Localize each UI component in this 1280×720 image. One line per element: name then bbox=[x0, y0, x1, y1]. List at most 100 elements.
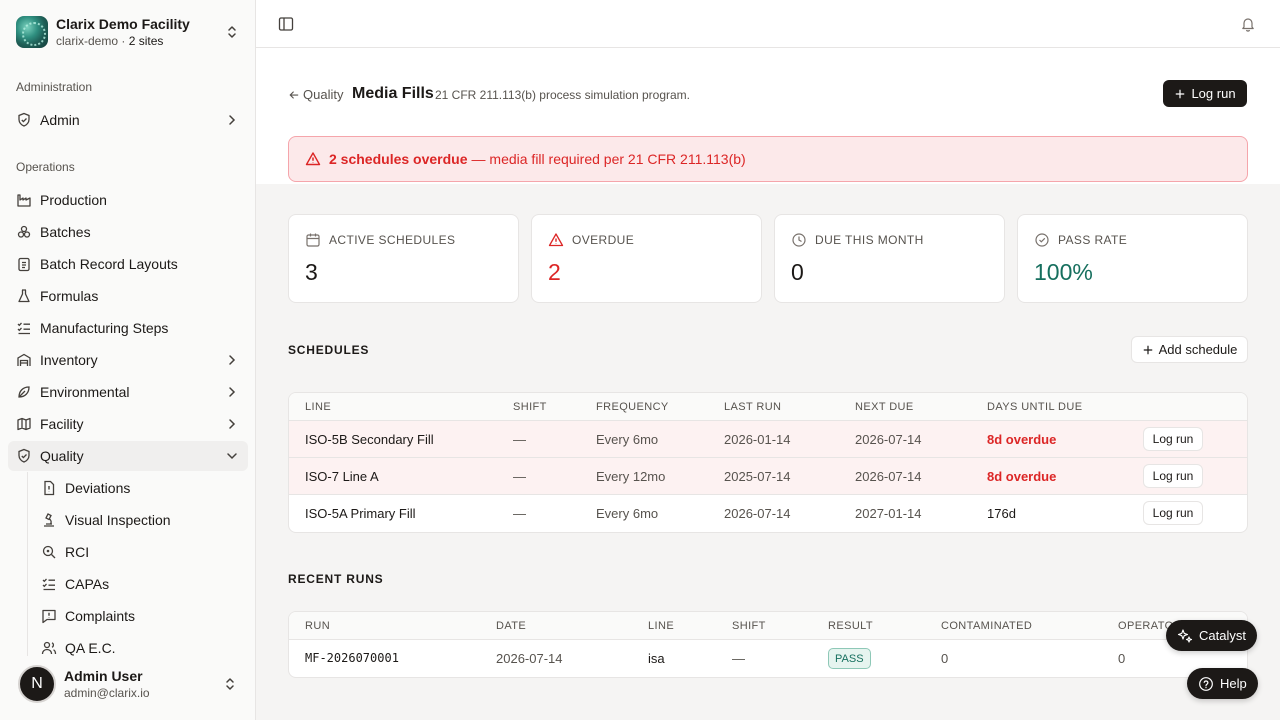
row-log-run-button[interactable]: Log run bbox=[1143, 464, 1203, 488]
help-label: Help bbox=[1220, 676, 1247, 691]
back-link[interactable]: Quality bbox=[288, 87, 343, 102]
sidebar-item-label: Admin bbox=[40, 112, 80, 128]
org-name: Clarix Demo Facility bbox=[56, 15, 190, 32]
sidebar-item-label: Environmental bbox=[40, 384, 130, 400]
sidebar-item-label: Batch Record Layouts bbox=[40, 256, 178, 272]
table-row[interactable]: MF-2026070001 2026-07-14 isa — PASS 0 0 bbox=[289, 640, 1247, 677]
sidebar-item-formulas[interactable]: Formulas bbox=[8, 281, 248, 311]
help-button[interactable]: Help bbox=[1187, 668, 1258, 699]
sidebar-item-label: Visual Inspection bbox=[65, 512, 171, 528]
table-row[interactable]: ISO-5A Primary Fill — Every 6mo 2026-07-… bbox=[289, 495, 1247, 532]
cell-line: ISO-5B Secondary Fill bbox=[305, 432, 434, 447]
cell-next-due: 2027-01-14 bbox=[855, 506, 922, 521]
sidebar-item-qa-ec[interactable]: QA E.C. bbox=[33, 634, 245, 662]
sidebar-item-batches[interactable]: Batches bbox=[8, 217, 248, 247]
add-schedule-label: Add schedule bbox=[1158, 342, 1238, 357]
cell-date: 2026-07-14 bbox=[496, 651, 563, 666]
shield-check-icon bbox=[16, 448, 32, 464]
cell-next-due: 2026-07-14 bbox=[855, 469, 922, 484]
stat-value: 2 bbox=[548, 259, 561, 285]
sidebar-item-visual-inspection[interactable]: Visual Inspection bbox=[33, 506, 245, 534]
cell-operators: 0 bbox=[1118, 651, 1126, 666]
table-row[interactable]: ISO-7 Line A — Every 12mo 2025-07-14 202… bbox=[289, 458, 1247, 495]
schedules-title: SCHEDULES bbox=[288, 343, 370, 357]
sidebar-item-admin[interactable]: Admin bbox=[8, 105, 248, 135]
recent-runs-table: RUN DATE LINE SHIFT RESULT CONTAMINATED … bbox=[288, 611, 1248, 678]
chevron-right-icon bbox=[229, 419, 236, 429]
sidebar-item-label: Formulas bbox=[40, 288, 99, 304]
catalyst-button[interactable]: Catalyst bbox=[1166, 620, 1257, 651]
sidebar-item-environmental[interactable]: Environmental bbox=[8, 377, 248, 407]
add-schedule-button[interactable]: Add schedule bbox=[1131, 336, 1248, 363]
file-alert-icon bbox=[41, 480, 57, 496]
cell-days-until-due: 176d bbox=[987, 506, 1016, 521]
column-header: SHIFT bbox=[513, 401, 547, 413]
sidebar-item-deviations[interactable]: Deviations bbox=[33, 474, 245, 502]
sidebar-item-inventory[interactable]: Inventory bbox=[8, 345, 248, 375]
cell-shift: — bbox=[513, 469, 526, 484]
list-checks-icon bbox=[41, 576, 57, 592]
sidebar-item-label: Deviations bbox=[65, 480, 131, 496]
row-log-run-button[interactable]: Log run bbox=[1143, 427, 1203, 451]
cell-frequency: Every 6mo bbox=[596, 506, 659, 521]
cell-last-run: 2026-01-14 bbox=[724, 432, 791, 447]
cell-contaminated: 0 bbox=[941, 651, 949, 666]
column-header: DATE bbox=[496, 620, 527, 632]
stat-card-header: DUE THIS MONTH bbox=[791, 232, 924, 248]
column-header: FREQUENCY bbox=[596, 401, 669, 413]
schedules-table: LINE SHIFT FREQUENCY LAST RUN NEXT DUE D… bbox=[288, 392, 1248, 533]
sidebar-item-facility[interactable]: Facility bbox=[8, 409, 248, 439]
alert-triangle-icon bbox=[548, 233, 564, 247]
column-header: CONTAMINATED bbox=[941, 620, 1033, 632]
panel-left-icon bbox=[278, 17, 294, 31]
alert-triangle-icon bbox=[305, 152, 321, 166]
cell-last-run: 2026-07-14 bbox=[724, 506, 791, 521]
clock-icon bbox=[792, 233, 806, 247]
sidebar-item-complaints[interactable]: Complaints bbox=[33, 602, 245, 630]
group-label-operations: Operations bbox=[16, 160, 75, 174]
cell-run[interactable]: MF-2026070001 bbox=[305, 651, 399, 665]
user-name: Admin User bbox=[64, 667, 143, 684]
stat-value: 100% bbox=[1034, 259, 1093, 285]
cell-line: ISO-7 Line A bbox=[305, 469, 379, 484]
user-menu[interactable]: N Admin User admin@clarix.io bbox=[8, 656, 248, 712]
top-bar bbox=[256, 0, 1280, 48]
stat-card-active-schedules: ACTIVE SCHEDULES 3 bbox=[288, 214, 519, 303]
org-separator: · bbox=[121, 33, 126, 48]
list-checks-icon bbox=[16, 320, 32, 336]
org-switcher[interactable]: Clarix Demo Facility clarix-demo · 2 sit… bbox=[8, 8, 248, 56]
leaf-icon bbox=[16, 384, 32, 400]
toggle-sidebar-button[interactable] bbox=[276, 14, 296, 34]
stat-value: 3 bbox=[305, 259, 318, 285]
flask-icon bbox=[16, 288, 32, 304]
stat-label: ACTIVE SCHEDULES bbox=[329, 233, 456, 247]
chevron-right-icon bbox=[229, 355, 236, 365]
bell-icon bbox=[1242, 18, 1254, 32]
sidebar-item-label: Production bbox=[40, 192, 107, 208]
sidebar-item-production[interactable]: Production bbox=[8, 185, 248, 215]
sidebar-item-capas[interactable]: CAPAs bbox=[33, 570, 245, 598]
org-logo bbox=[16, 16, 48, 48]
notifications-button[interactable] bbox=[1238, 14, 1258, 34]
submenu-guide-line bbox=[27, 472, 28, 662]
stat-value: 0 bbox=[791, 259, 804, 285]
shield-check-icon bbox=[16, 112, 32, 128]
status-badge: PASS bbox=[828, 648, 871, 669]
sidebar-item-quality[interactable]: Quality bbox=[8, 441, 248, 471]
group-label-administration: Administration bbox=[16, 80, 93, 94]
sidebar-item-batch-record-layouts[interactable]: Batch Record Layouts bbox=[8, 249, 248, 279]
avatar: N bbox=[18, 665, 56, 703]
main-content: Quality Media Fills 21 CFR 211.113(b) pr… bbox=[256, 48, 1280, 720]
sidebar-item-rci[interactable]: RCI bbox=[33, 538, 245, 566]
arrow-left-icon bbox=[289, 90, 299, 99]
column-header: LINE bbox=[305, 401, 332, 413]
column-header: RESULT bbox=[828, 620, 873, 632]
calendar-icon bbox=[306, 233, 320, 247]
cell-days-until-due: 8d overdue bbox=[987, 432, 1057, 447]
log-run-button[interactable]: Log run bbox=[1163, 80, 1247, 107]
factory-icon bbox=[16, 192, 32, 208]
column-header: RUN bbox=[305, 620, 331, 632]
table-row[interactable]: ISO-5B Secondary Fill — Every 6mo 2026-0… bbox=[289, 421, 1247, 458]
sidebar-item-manufacturing-steps[interactable]: Manufacturing Steps bbox=[8, 313, 248, 343]
row-log-run-button[interactable]: Log run bbox=[1143, 501, 1203, 525]
